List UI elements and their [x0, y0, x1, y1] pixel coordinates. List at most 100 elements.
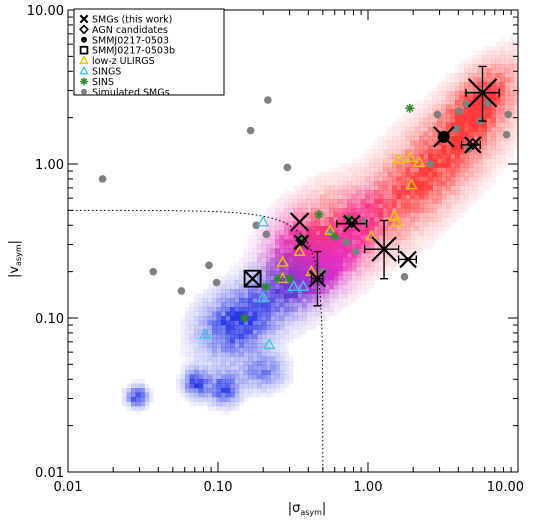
density-cell: [216, 284, 222, 290]
density-cell: [437, 91, 442, 96]
density-cell: [482, 73, 487, 78]
triangle-shape: [390, 215, 403, 227]
data-point-simulated-smgs: [283, 163, 292, 172]
density-cell: [405, 113, 411, 119]
density-cell: [194, 302, 199, 308]
density-cell: [401, 194, 406, 200]
density-cell: [252, 266, 258, 272]
density-cell: [504, 95, 510, 101]
density-cell: [477, 50, 483, 56]
density-cell: [180, 325, 186, 330]
density-cell: [477, 176, 483, 182]
density-cell: [207, 325, 213, 330]
density-cell: [252, 230, 258, 236]
density-cell: [365, 172, 370, 177]
density-cell: [360, 257, 366, 263]
density-cell: [423, 104, 429, 110]
density-cell: [378, 140, 384, 146]
density-cell: [513, 86, 519, 92]
density-cell: [396, 176, 402, 182]
density-cell: [216, 361, 222, 366]
density-cell: [392, 203, 397, 209]
density-cell: [315, 194, 321, 200]
density-cell: [288, 221, 294, 227]
density-cell: [509, 104, 514, 110]
density-cell: [500, 77, 505, 83]
density-cell: [437, 226, 442, 231]
density-cell: [383, 257, 388, 263]
density-cell: [225, 361, 231, 366]
density-cell: [311, 181, 316, 186]
density-cell: [320, 248, 325, 254]
density-cell: [432, 194, 438, 200]
density-cell: [320, 176, 325, 182]
density-cell: [302, 185, 307, 191]
circle-shape: [177, 287, 186, 295]
density-cell: [306, 208, 312, 213]
density-cell: [284, 302, 289, 308]
density-cell: [338, 163, 343, 168]
density-cell: [356, 253, 361, 258]
density-cell: [212, 338, 217, 344]
density-cell: [513, 50, 519, 56]
density-cell: [459, 86, 465, 92]
density-cell: [419, 203, 424, 209]
density-cell: [423, 109, 429, 114]
density-cell: [252, 374, 258, 380]
density-cell: [243, 361, 249, 366]
density-cell: [491, 59, 496, 65]
density-cell: [495, 154, 501, 159]
density-cell: [239, 257, 244, 263]
density-cell: [428, 194, 433, 200]
density-cell: [261, 311, 267, 317]
data-point-sins: [314, 209, 324, 219]
density-cell: [423, 244, 429, 249]
density-cell: [351, 235, 357, 240]
density-cell: [437, 104, 442, 110]
density-cell: [279, 347, 285, 353]
density-cell: [311, 212, 316, 218]
density-cell: [369, 194, 375, 200]
density-cell: [392, 248, 397, 254]
density-cell: [477, 158, 483, 164]
density-cell: [324, 248, 330, 254]
density-cell: [203, 307, 208, 312]
density-cell: [473, 104, 478, 110]
density-cell: [203, 347, 208, 353]
density-cell: [459, 158, 465, 164]
density-cell: [365, 226, 370, 231]
density-cell: [405, 235, 411, 240]
density-cell: [441, 163, 447, 168]
density-cell: [284, 199, 289, 204]
density-cell: [261, 235, 267, 240]
density-cell: [486, 185, 492, 191]
density-cell: [360, 158, 366, 164]
density-cell: [365, 181, 370, 186]
density-cell: [248, 329, 253, 335]
density-cell: [378, 167, 384, 173]
density-cell: [221, 325, 226, 330]
density-cell: [486, 86, 492, 92]
density-cell: [405, 244, 411, 249]
density-cell: [423, 172, 429, 177]
triangle-shape: [79, 55, 89, 64]
density-cell: [477, 122, 483, 128]
density-cell: [414, 253, 420, 258]
density-cell: [432, 136, 438, 141]
density-cell: [360, 226, 366, 231]
density-cell: [419, 176, 424, 182]
density-cell: [401, 149, 406, 155]
density-cell: [509, 37, 514, 42]
density-cell: [221, 275, 226, 281]
density-cell: [387, 262, 393, 267]
density-cell: [234, 316, 240, 321]
density-cell: [207, 311, 213, 317]
density-cell: [423, 136, 429, 141]
density-cell: [221, 401, 226, 407]
density-cell: [410, 230, 415, 236]
density-cell: [342, 289, 348, 294]
data-point-smgs-this-work: [308, 269, 327, 288]
density-cell: [446, 221, 451, 227]
circle-shape: [81, 36, 87, 43]
density-cell: [234, 266, 240, 272]
